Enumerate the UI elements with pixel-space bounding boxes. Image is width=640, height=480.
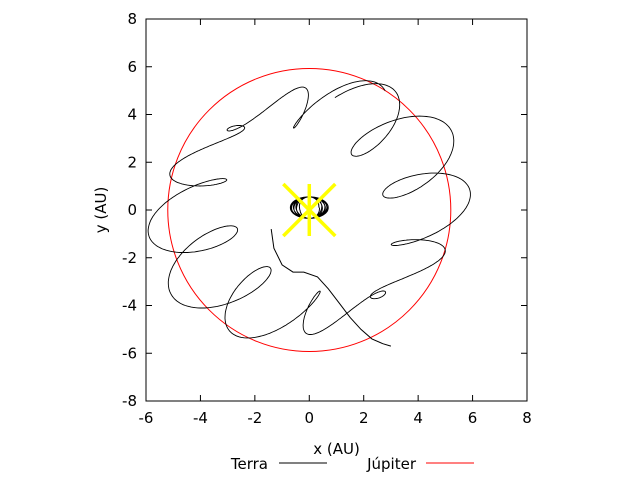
x-tick-label: 2 [359,409,369,427]
y-tick-label: -6 [122,344,137,362]
y-axis-label: y (AU) [92,187,110,234]
y-tick-label: 4 [127,106,137,124]
x-tick-label: -4 [193,409,208,427]
y-tick-label: -4 [122,297,137,315]
y-tick-label: 8 [127,10,137,28]
series-terra-core [289,196,329,219]
x-tick-label: -2 [247,409,262,427]
plot-frame [145,18,528,402]
legend: Terra Júpiter [230,455,474,473]
series-layer [147,67,471,353]
axis-ticks [145,18,528,402]
x-tick-label: 8 [522,409,532,427]
legend-label-terra: Terra [230,455,268,473]
series-jupiter-orbit [167,67,452,353]
series-terra-tail [270,229,392,347]
x-tick-label: -6 [139,409,154,427]
y-tick-label: 2 [127,153,137,171]
x-tick-label: 4 [413,409,423,427]
x-tick-label: 0 [305,409,315,427]
x-axis-label: x (AU) [313,440,360,458]
y-tick-label: -2 [122,249,137,267]
y-tick-label: 6 [127,58,137,76]
y-tick-label: -8 [122,392,137,410]
legend-label-jupiter: Júpiter [366,455,417,473]
series-terra-loops [147,80,471,339]
y-tick-label: 0 [127,201,137,219]
x-tick-label: 6 [468,409,478,427]
